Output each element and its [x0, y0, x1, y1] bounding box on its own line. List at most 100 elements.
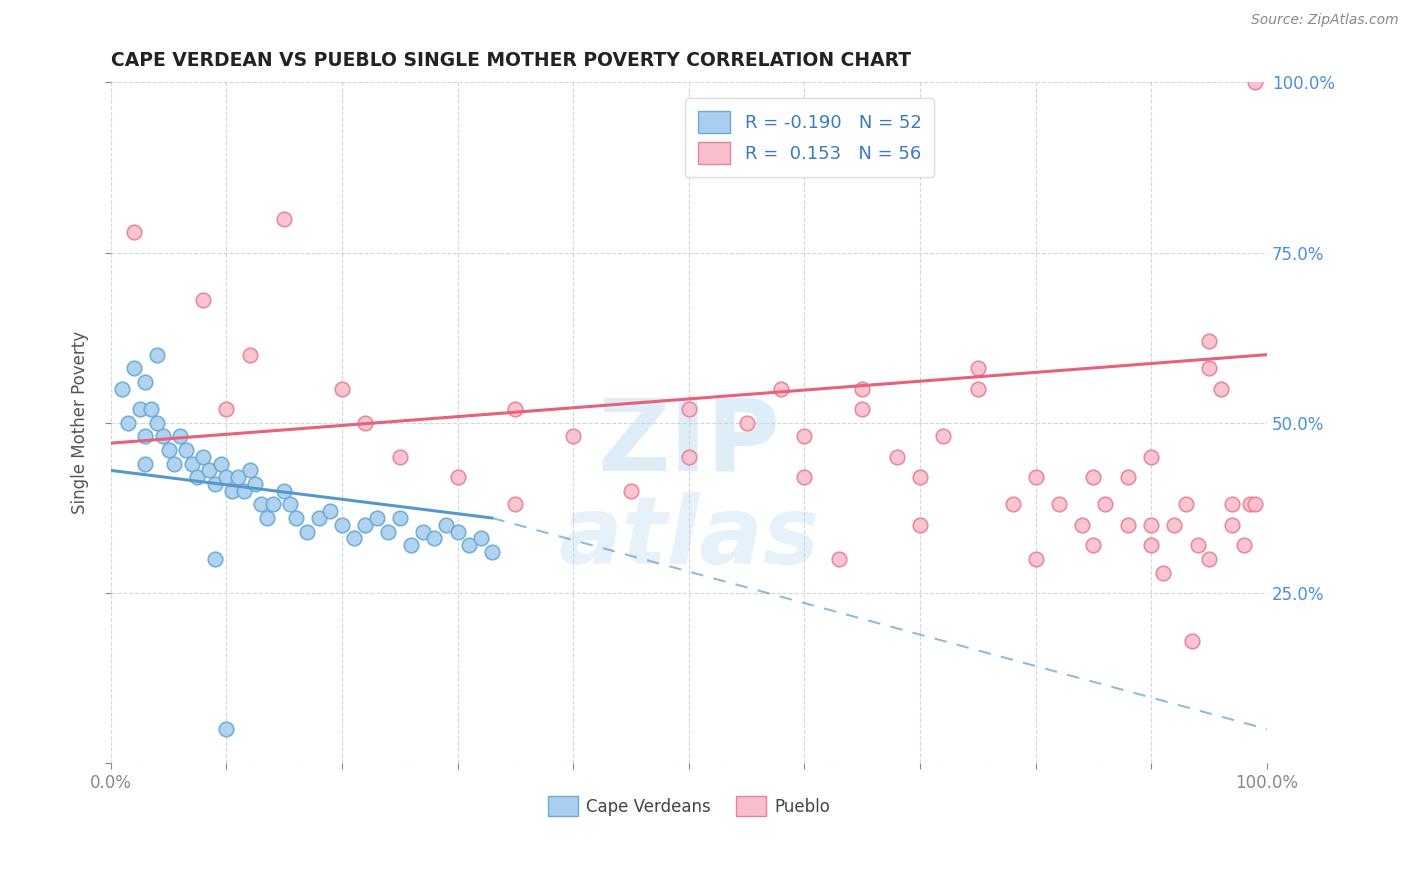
Point — [1198, 361, 1220, 376]
Point — [278, 498, 301, 512]
Point — [434, 517, 457, 532]
Point — [1163, 517, 1185, 532]
Point — [284, 511, 307, 525]
Point — [193, 450, 215, 464]
Point — [793, 429, 815, 443]
Point — [1071, 517, 1094, 532]
Point — [330, 382, 353, 396]
Point — [174, 442, 197, 457]
Point — [735, 416, 758, 430]
Point — [354, 517, 377, 532]
Point — [401, 538, 423, 552]
Point — [678, 450, 700, 464]
Point — [215, 722, 238, 736]
Point — [412, 524, 434, 539]
Point — [1175, 498, 1198, 512]
Point — [388, 511, 411, 525]
Point — [470, 532, 492, 546]
Point — [146, 416, 169, 430]
Point — [128, 402, 150, 417]
Point — [793, 470, 815, 484]
Point — [505, 402, 527, 417]
Point — [256, 511, 278, 525]
Point — [209, 457, 232, 471]
Point — [1094, 498, 1116, 512]
Point — [446, 524, 468, 539]
Point — [1239, 498, 1261, 512]
Point — [1244, 498, 1267, 512]
Point — [157, 442, 180, 457]
Point — [620, 483, 643, 498]
Point — [319, 504, 342, 518]
Point — [423, 532, 446, 546]
Point — [250, 498, 273, 512]
Point — [117, 416, 139, 430]
Point — [134, 457, 156, 471]
Point — [141, 402, 163, 417]
Point — [186, 470, 208, 484]
Point — [851, 382, 873, 396]
Point — [966, 382, 988, 396]
Point — [215, 470, 238, 484]
Point — [966, 361, 988, 376]
Point — [1140, 538, 1163, 552]
Point — [193, 293, 215, 308]
Point — [1152, 566, 1174, 580]
Point — [152, 429, 174, 443]
Point — [908, 470, 931, 484]
Point — [1140, 517, 1163, 532]
Point — [354, 416, 377, 430]
Point — [308, 511, 330, 525]
Legend: Cape Verdeans, Pueblo: Cape Verdeans, Pueblo — [541, 789, 837, 823]
Point — [262, 498, 284, 512]
Point — [678, 402, 700, 417]
Point — [1187, 538, 1209, 552]
Point — [221, 483, 243, 498]
Point — [388, 450, 411, 464]
Point — [134, 429, 156, 443]
Point — [122, 361, 145, 376]
Point — [458, 538, 481, 552]
Point — [245, 477, 267, 491]
Point — [1083, 538, 1105, 552]
Point — [204, 477, 226, 491]
Point — [204, 552, 226, 566]
Point — [163, 457, 186, 471]
Point — [366, 511, 388, 525]
Point — [1220, 498, 1243, 512]
Point — [180, 457, 202, 471]
Point — [273, 211, 295, 226]
Point — [377, 524, 399, 539]
Point — [215, 402, 238, 417]
Point — [1116, 517, 1139, 532]
Point — [122, 225, 145, 239]
Point — [770, 382, 793, 396]
Text: Source: ZipAtlas.com: Source: ZipAtlas.com — [1251, 13, 1399, 28]
Point — [562, 429, 585, 443]
Point — [273, 483, 295, 498]
Point — [908, 517, 931, 532]
Y-axis label: Single Mother Poverty: Single Mother Poverty — [72, 331, 89, 515]
Point — [1181, 633, 1204, 648]
Point — [1047, 498, 1070, 512]
Text: ZIP: ZIP — [598, 394, 780, 491]
Point — [134, 375, 156, 389]
Point — [1140, 450, 1163, 464]
Point — [1083, 470, 1105, 484]
Point — [111, 382, 134, 396]
Point — [1001, 498, 1024, 512]
Point — [1220, 517, 1243, 532]
Point — [169, 429, 191, 443]
Point — [481, 545, 503, 559]
Point — [932, 429, 955, 443]
Point — [238, 463, 260, 477]
Point — [851, 402, 873, 417]
Point — [342, 532, 364, 546]
Point — [1244, 75, 1267, 89]
Text: CAPE VERDEAN VS PUEBLO SINGLE MOTHER POVERTY CORRELATION CHART: CAPE VERDEAN VS PUEBLO SINGLE MOTHER POV… — [111, 51, 911, 70]
Point — [1116, 470, 1139, 484]
Text: atlas: atlas — [558, 492, 820, 584]
Point — [1198, 334, 1220, 348]
Point — [1233, 538, 1256, 552]
Point — [330, 517, 353, 532]
